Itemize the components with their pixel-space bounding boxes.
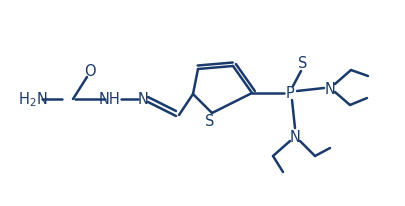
Text: N: N	[290, 129, 301, 144]
Text: P: P	[286, 86, 294, 101]
Text: O: O	[84, 63, 96, 78]
Text: S: S	[298, 56, 308, 71]
Text: N: N	[324, 81, 335, 96]
Text: NH: NH	[99, 92, 121, 107]
Text: S: S	[205, 114, 215, 129]
Text: N: N	[138, 92, 149, 107]
Text: H$_2$N: H$_2$N	[18, 90, 47, 109]
